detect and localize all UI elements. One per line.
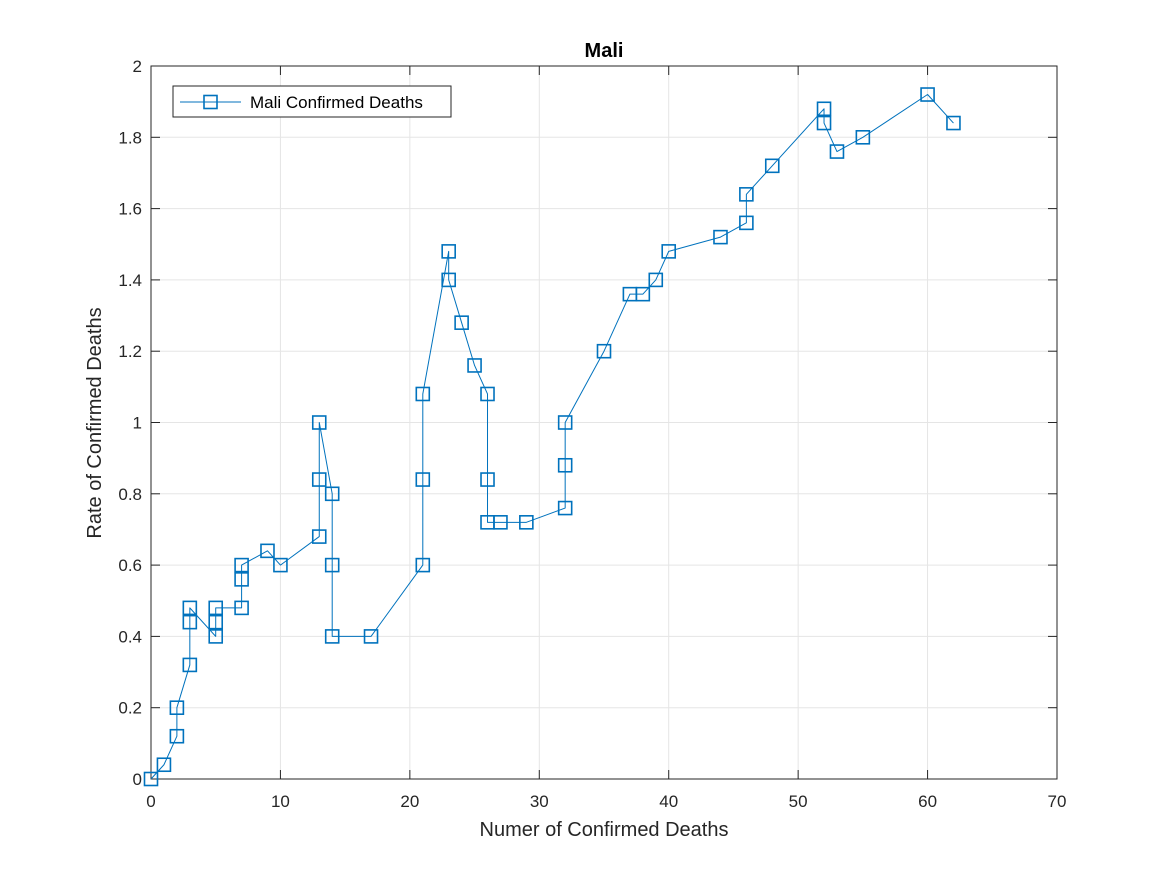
data-point-marker[interactable] — [739, 187, 754, 202]
data-point-marker[interactable] — [764, 158, 780, 174]
grid — [151, 66, 1057, 779]
data-point-marker[interactable] — [557, 415, 573, 430]
data-point-marker[interactable] — [208, 629, 224, 644]
x-tick-label: 70 — [1048, 792, 1067, 811]
data-point-marker[interactable] — [635, 286, 651, 302]
y-axis-label: Rate of Confirmed Deaths — [84, 307, 106, 538]
data-point-marker[interactable] — [713, 229, 728, 245]
data-point-marker[interactable] — [311, 472, 327, 487]
data-point-marker[interactable] — [829, 144, 845, 159]
x-tick-label: 0 — [146, 792, 155, 811]
y-tick-label: 1.2 — [118, 342, 142, 361]
data-point-marker[interactable] — [273, 557, 288, 573]
data-point-marker[interactable] — [480, 386, 495, 402]
data-point-marker[interactable] — [415, 472, 431, 487]
data-point-marker[interactable] — [234, 557, 249, 573]
data-point-marker[interactable] — [324, 486, 340, 502]
y-tick-label: 0.6 — [118, 556, 142, 575]
y-tick-label: 1 — [133, 414, 142, 433]
x-axis-label: Numer of Confirmed Deaths — [480, 819, 729, 841]
data-point-marker[interactable] — [208, 600, 224, 616]
data-point-marker[interactable] — [480, 472, 495, 487]
legend-marker-swatch — [203, 94, 218, 110]
data-point-marker[interactable] — [143, 771, 159, 787]
x-tick-label: 40 — [659, 792, 678, 811]
data-point-marker[interactable] — [920, 87, 935, 102]
y-tick-label: 1.6 — [118, 200, 142, 219]
y-tick-label: 0.8 — [118, 485, 142, 504]
x-tick-label: 50 — [789, 792, 808, 811]
x-tick-label: 20 — [400, 792, 419, 811]
data-point-marker[interactable] — [441, 244, 456, 259]
series-group — [143, 87, 961, 787]
x-tick-label: 60 — [918, 792, 937, 811]
data-point-marker[interactable] — [441, 272, 456, 288]
y-tick-label: 0.4 — [118, 627, 142, 646]
data-point-marker[interactable] — [467, 358, 482, 373]
y-tick-label: 1.8 — [118, 128, 142, 147]
data-point-marker[interactable] — [169, 700, 185, 716]
data-point-marker[interactable] — [182, 657, 198, 673]
data-point-marker[interactable] — [234, 572, 249, 587]
data-point-marker[interactable] — [311, 415, 327, 430]
legend[interactable]: Mali Confirmed Deaths — [172, 85, 452, 118]
data-point-marker[interactable] — [493, 515, 508, 530]
data-point-marker[interactable] — [648, 272, 664, 288]
y-tick-label: 2 — [133, 57, 142, 76]
x-tick-label: 30 — [530, 792, 549, 811]
data-point-marker[interactable] — [415, 386, 431, 402]
data-point-marker[interactable] — [234, 600, 249, 616]
y-tick-label: 0 — [133, 770, 142, 789]
y-tick-label: 1.4 — [118, 271, 142, 290]
data-point-marker[interactable] — [557, 457, 573, 473]
data-point-marker[interactable] — [454, 315, 469, 330]
data-point-marker[interactable] — [182, 614, 198, 630]
x-tick-label: 10 — [271, 792, 290, 811]
data-point-marker[interactable] — [169, 728, 185, 744]
data-point-marker[interactable] — [946, 115, 961, 131]
data-point-marker[interactable] — [557, 500, 573, 516]
data-point-marker[interactable] — [519, 515, 534, 530]
data-point-marker[interactable] — [324, 557, 340, 573]
legend-label: Mali Confirmed Deaths — [250, 93, 423, 112]
data-point-marker[interactable] — [415, 557, 431, 573]
data-point-marker[interactable] — [324, 629, 340, 644]
data-point-marker[interactable] — [855, 130, 871, 145]
y-tick-label: 0.2 — [118, 699, 142, 718]
data-point-marker[interactable] — [156, 757, 172, 773]
data-point-marker[interactable] — [816, 115, 832, 131]
data-point-marker[interactable] — [182, 600, 198, 616]
data-point-marker[interactable] — [260, 543, 275, 559]
data-point-marker[interactable] — [363, 629, 379, 644]
data-point-marker[interactable] — [816, 101, 832, 117]
data-point-marker[interactable] — [208, 614, 224, 630]
data-point-marker[interactable] — [596, 343, 612, 359]
data-point-marker[interactable] — [661, 244, 677, 259]
y-axis-ticks: 0 0.2 0.4 0.6 0.8 1 1.2 1.4 1.6 1.8 2 — [118, 57, 1057, 789]
data-point-marker[interactable] — [311, 529, 327, 544]
x-axis-ticks: 0 10 20 30 40 50 60 70 — [146, 66, 1066, 811]
chart-title: Mali — [585, 40, 624, 62]
data-point-marker[interactable] — [739, 215, 754, 231]
